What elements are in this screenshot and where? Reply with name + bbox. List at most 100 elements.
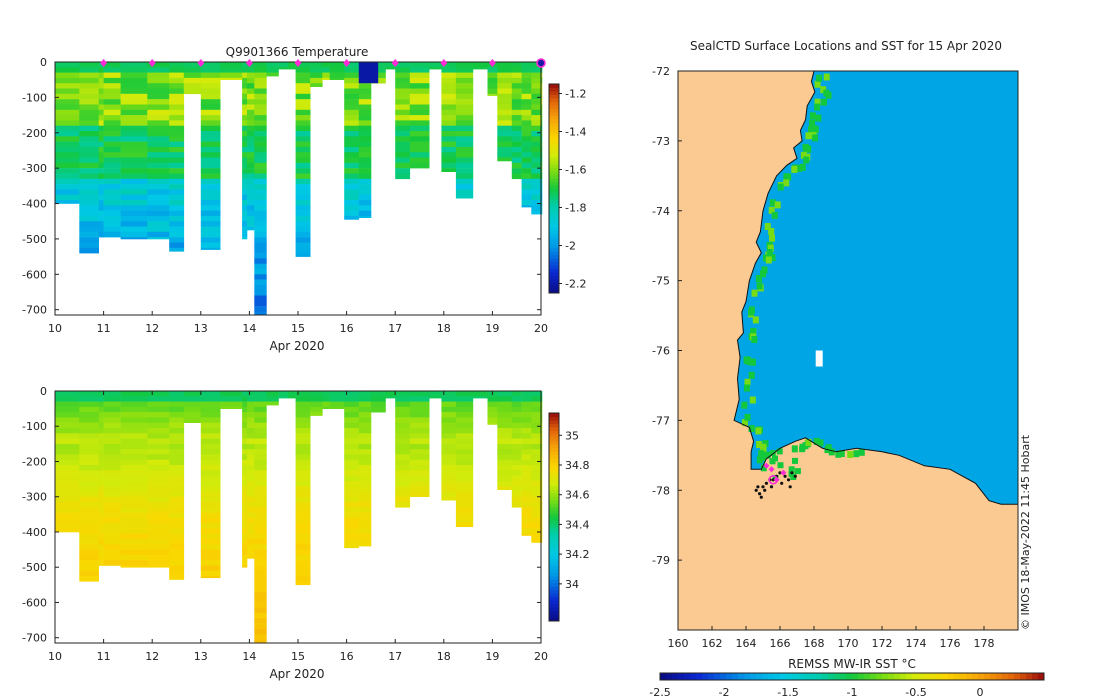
section-cell: [120, 549, 148, 556]
section-cell: [541, 184, 543, 190]
section-cell: [409, 115, 430, 121]
colorbar-segment: [549, 586, 559, 591]
section-cell: [242, 146, 248, 153]
section-cell: [531, 115, 542, 121]
section-cell: [55, 396, 80, 402]
section-cell: [247, 554, 255, 559]
section-cell: [200, 72, 221, 79]
section-cell: [370, 396, 386, 402]
section-cell: [79, 512, 99, 519]
section-cell: [120, 120, 148, 126]
section-cell: [511, 486, 522, 492]
section-cell: [395, 99, 411, 105]
section-cell: [120, 401, 148, 408]
colorbar-segment: [549, 91, 559, 95]
section-cell: [55, 178, 80, 185]
section-cell: [147, 565, 170, 568]
section-cell: [521, 396, 532, 402]
section-cell: [254, 607, 267, 614]
section-cell: [169, 517, 185, 524]
section-cell: [455, 104, 474, 111]
map-colorbar-segment: [918, 673, 925, 680]
section-cell: [169, 205, 185, 211]
section-cell: [147, 194, 170, 201]
section-cell: [344, 475, 360, 482]
section-cell: [521, 475, 532, 482]
section-cell: [541, 109, 543, 116]
section-cell: [200, 83, 221, 89]
section-cell: [395, 422, 411, 429]
section-cell: [395, 480, 411, 487]
section-cell: [103, 417, 121, 423]
section-cell: [455, 523, 474, 527]
section-cell: [79, 189, 99, 195]
section-cell: [455, 77, 474, 84]
section-cell: [497, 115, 513, 121]
sst-cell: [756, 282, 763, 290]
section-cell: [288, 396, 296, 399]
section-cell: [441, 168, 457, 172]
section-cell: [395, 428, 411, 434]
map-colorbar-segment: [1026, 673, 1033, 680]
section-cell: [55, 507, 80, 513]
section-cell: [120, 109, 148, 116]
colorbar-segment: [549, 272, 559, 277]
map-colorbar-segment: [1020, 673, 1027, 680]
sst-cell: [760, 445, 767, 453]
section-cell: [497, 465, 513, 471]
section-cell: [531, 480, 542, 487]
ocean-area: [734, 71, 1018, 505]
section-cell: [521, 67, 532, 73]
colorbar-segment: [549, 593, 559, 598]
colorbar-segment: [549, 104, 559, 109]
section-cell: [531, 422, 542, 429]
section-cell: [441, 417, 457, 423]
section-cell: [200, 146, 221, 153]
section-cell: [254, 131, 267, 137]
section-cell: [200, 88, 221, 95]
section-cell: [120, 565, 148, 568]
section-cell: [254, 194, 267, 201]
colorbar-segment: [549, 614, 559, 619]
section-cell: [511, 88, 522, 95]
section-cell: [409, 406, 430, 413]
section-cell: [98, 83, 104, 89]
sst-cell: [835, 450, 842, 458]
section-cell: [409, 88, 430, 95]
section-cell: [254, 300, 267, 307]
section-cell: [147, 104, 170, 111]
section-cell: [120, 544, 148, 550]
section-cell: [103, 396, 121, 402]
section-cell: [473, 391, 488, 397]
surface-marker: [148, 59, 156, 67]
section-cell: [120, 391, 148, 397]
section-cell: [344, 533, 360, 540]
section-cell: [79, 438, 99, 445]
section-cell: [169, 396, 185, 402]
section-cell: [147, 449, 170, 455]
section-cell: [541, 433, 543, 439]
section-cell: [521, 517, 532, 524]
colorbar-segment: [549, 492, 559, 497]
section-cell: [200, 549, 221, 556]
map-colorbar-segment: [894, 673, 901, 680]
section-cell: [79, 62, 99, 68]
section-cell: [295, 554, 311, 561]
section-cell: [147, 486, 170, 492]
section-cell: [531, 443, 542, 450]
section-cell: [55, 157, 80, 164]
section-cell: [103, 544, 121, 550]
section-cell: [395, 162, 411, 169]
section-cell: [541, 449, 543, 455]
section-cell: [497, 83, 513, 89]
section-cell: [169, 570, 185, 577]
section-cell: [103, 205, 121, 211]
x-tick-label: 18: [437, 322, 451, 335]
colorbar-segment: [549, 157, 559, 162]
section-cell: [358, 486, 372, 492]
section-cell: [521, 502, 532, 508]
colorbar-segment: [549, 575, 559, 580]
section-cell: [98, 396, 104, 402]
section-cell: [200, 162, 221, 169]
section-cell: [385, 62, 396, 68]
